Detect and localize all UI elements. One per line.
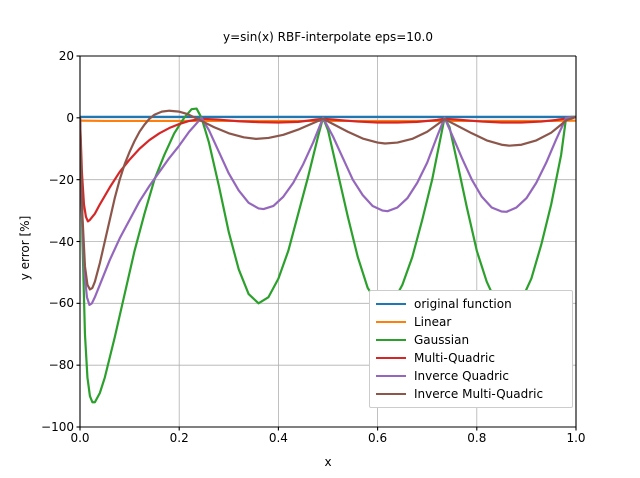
y-tick-label: 20 xyxy=(58,49,74,63)
legend-item-label: Multi-Quadric xyxy=(414,350,495,365)
legend-item-label: original function xyxy=(414,296,512,311)
y-tick-label: −100 xyxy=(41,420,74,434)
legend-color-swatch xyxy=(376,375,406,377)
legend-item: Multi-Quadric xyxy=(376,349,566,367)
x-tick-label: 0.0 xyxy=(70,431,90,445)
legend-item-label: Inverce Quadric xyxy=(414,368,509,383)
y-tick-label: −60 xyxy=(48,296,74,311)
legend-item-label: Gaussian xyxy=(414,332,470,347)
legend-color-swatch xyxy=(376,357,406,359)
x-tick-label: 0.4 xyxy=(268,431,288,445)
x-tick-label: 1.0 xyxy=(566,431,586,445)
y-tick-label: −80 xyxy=(48,358,74,373)
y-tick-label: 0 xyxy=(66,110,74,125)
chart-legend: original function Linear Gaussian Multi-Qua… xyxy=(369,290,573,408)
legend-color-swatch xyxy=(376,321,406,323)
x-tick-label: 0.6 xyxy=(368,431,388,445)
legend-color-swatch xyxy=(376,393,406,395)
x-tick-label: 0.8 xyxy=(467,431,487,445)
x-tick-label: 0.2 xyxy=(169,431,189,445)
legend-item: original function xyxy=(376,295,566,313)
chart-title: y=sin(x) RBF-interpolate eps=10.0 xyxy=(223,30,433,44)
y-tick-label: −40 xyxy=(48,234,74,249)
legend-item-label: Linear xyxy=(414,314,452,329)
legend-item-label: Inverce Multi-Quadric xyxy=(414,386,544,401)
x-axis-label: x xyxy=(324,455,332,469)
legend-item: Gaussian xyxy=(376,331,566,349)
legend-color-swatch xyxy=(376,339,406,341)
legend-item: Inverce Quadric xyxy=(376,367,566,385)
legend-color-swatch xyxy=(376,303,406,305)
y-tick-label: −20 xyxy=(48,172,74,187)
legend-item: Linear xyxy=(376,313,566,331)
legend-item: Inverce Multi-Quadric xyxy=(376,385,566,403)
